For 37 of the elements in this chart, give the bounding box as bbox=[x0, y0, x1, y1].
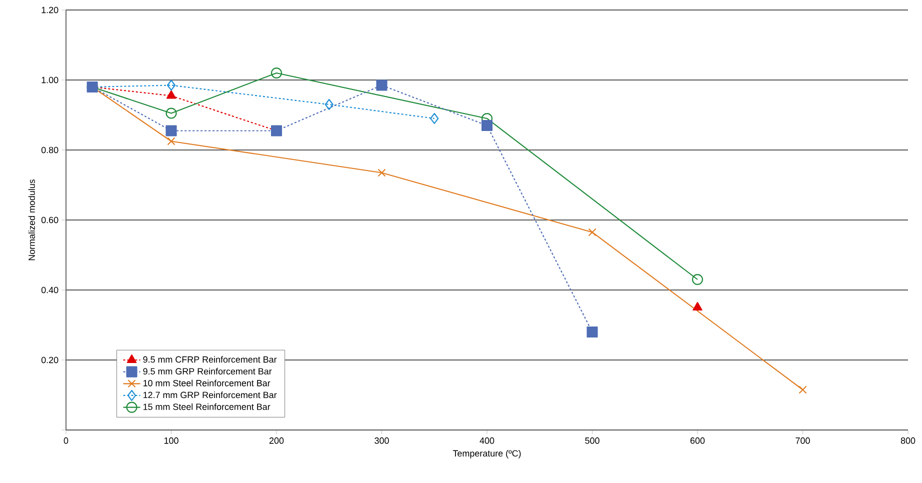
y-tick-label: 1.20 bbox=[42, 6, 58, 14]
y-tick-label: 1.00 bbox=[42, 76, 58, 84]
point bbox=[324, 98, 334, 110]
legend-label: 10 mm Steel Reinforcement Bar bbox=[143, 380, 270, 386]
point bbox=[588, 228, 596, 236]
x-tick-label: 800 bbox=[900, 437, 916, 444]
legend-label: 12.7 mm GRP Reinforcement Bar bbox=[143, 392, 277, 398]
legend-label: 9.5 mm GRP Reinforcement Bar bbox=[143, 368, 272, 374]
x-tick-label: 500 bbox=[585, 437, 600, 444]
x-tick-label: 100 bbox=[164, 437, 178, 444]
point bbox=[166, 80, 176, 91]
legend-label: 9.5 mm CFRP Reinforcement Bar bbox=[143, 356, 277, 363]
x-tick-label: 200 bbox=[269, 437, 284, 444]
x-tick-label: 0 bbox=[64, 437, 68, 444]
point bbox=[166, 125, 177, 136]
x-axis-title: Temperature (ºC) bbox=[452, 450, 521, 458]
point bbox=[166, 108, 177, 119]
point bbox=[798, 386, 807, 394]
x-tick-label: 600 bbox=[690, 437, 705, 444]
point bbox=[376, 80, 388, 91]
legend-label: 15 mm Steel Reinforcement Bar bbox=[143, 403, 270, 410]
point bbox=[270, 125, 282, 136]
point bbox=[692, 274, 704, 286]
y-tick-label: 0.40 bbox=[41, 286, 58, 294]
y-axis-title: Normalized modulus bbox=[28, 179, 35, 260]
point bbox=[586, 326, 598, 338]
x-tick-label: 700 bbox=[796, 437, 810, 444]
point bbox=[167, 137, 176, 146]
y-tick-label: 0.20 bbox=[41, 356, 58, 364]
y-tick-label: 0.60 bbox=[41, 216, 58, 224]
point bbox=[270, 67, 282, 79]
point bbox=[430, 112, 439, 124]
x-tick-label: 300 bbox=[374, 437, 389, 444]
point bbox=[481, 120, 493, 132]
y-tick-label: 0.80 bbox=[41, 146, 58, 154]
point bbox=[378, 168, 386, 177]
x-tick-label: 400 bbox=[480, 437, 494, 444]
